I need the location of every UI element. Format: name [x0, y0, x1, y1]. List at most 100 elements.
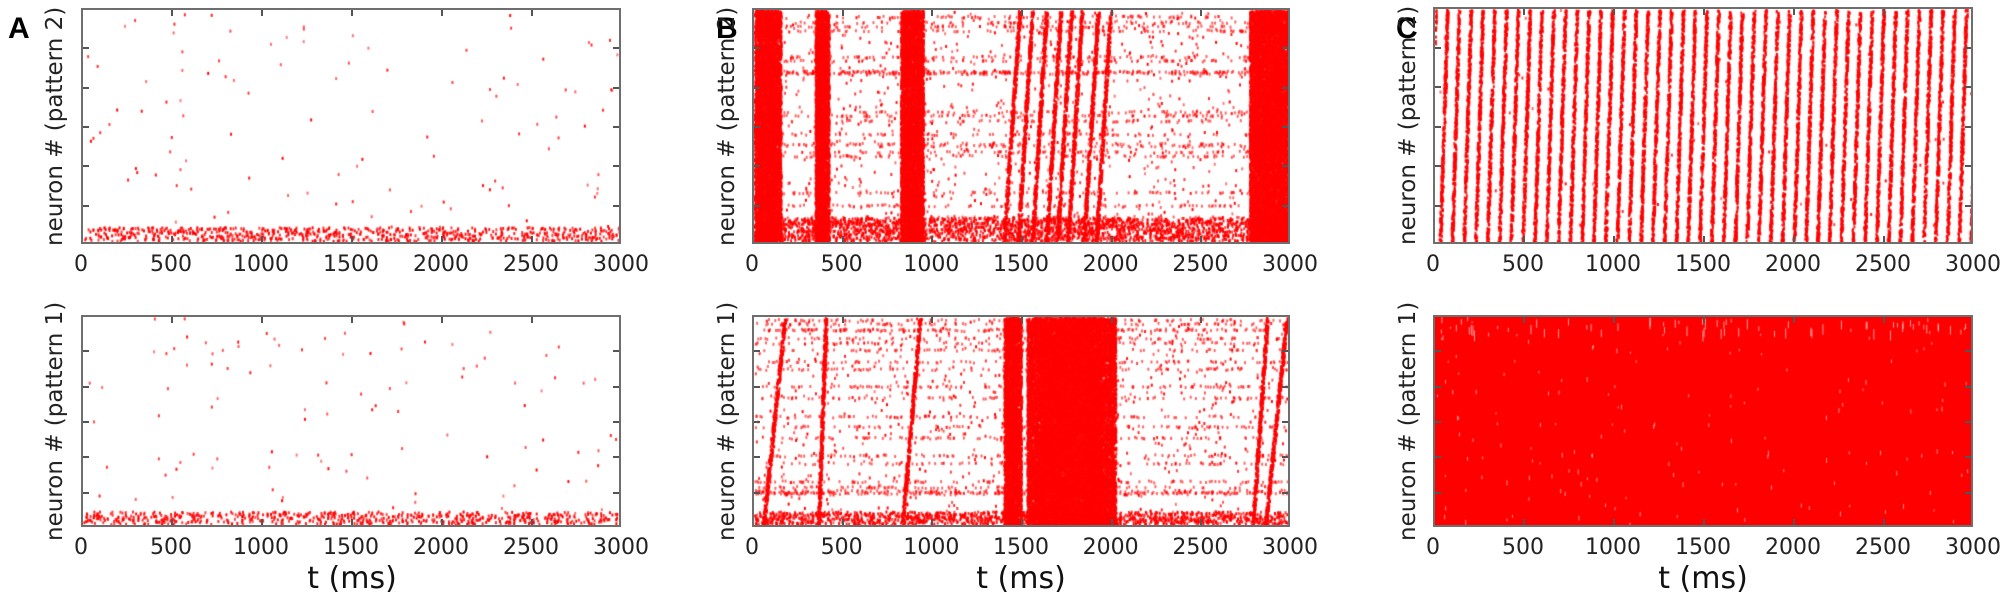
x-tick-mark [351, 236, 353, 242]
x-tick-mark [1703, 236, 1705, 242]
x-tick-mark [1703, 519, 1705, 525]
raster-plot-c-top [1433, 7, 1973, 244]
x-tick-mark [841, 236, 844, 242]
raster-plot-b-bottom [752, 315, 1290, 527]
y-tick-mark [613, 385, 619, 388]
raster-plot-c-bottom [1433, 315, 1973, 527]
y-tick-mark [1965, 421, 1971, 423]
y-axis-label-b-top: neuron # (pattern 2) [714, 6, 740, 246]
x-tick-mark [531, 236, 533, 242]
y-tick-mark [754, 126, 760, 128]
y-tick-mark [1965, 350, 1971, 353]
x-tick-label: 2500 [1855, 535, 1911, 560]
y-tick-mark [1965, 491, 1971, 494]
x-tick-mark [351, 519, 353, 525]
y-tick-mark [1435, 86, 1441, 88]
x-tick-label: 2000 [1082, 252, 1139, 277]
y-axis-label-b-bottom: neuron # (pattern 1) [714, 301, 740, 541]
x-tick-label: 1000 [903, 535, 960, 560]
x-tick-label: 0 [745, 535, 759, 560]
x-tick-label: 0 [74, 535, 88, 560]
x-tick-mark [351, 317, 353, 323]
x-tick-mark [531, 10, 533, 16]
x-tick-mark [1703, 317, 1705, 323]
x-tick-mark [171, 10, 173, 16]
y-tick-mark [754, 47, 760, 50]
x-tick-mark [1613, 9, 1615, 15]
x-tick-mark [1200, 10, 1203, 16]
x-tick-label: 2000 [413, 535, 469, 560]
y-tick-mark [1282, 86, 1288, 89]
y-tick-mark [1282, 47, 1288, 50]
x-tick-mark [841, 519, 844, 525]
x-tick-label: 1500 [323, 252, 379, 277]
y-tick-mark [754, 165, 760, 168]
y-tick-mark [1435, 421, 1441, 423]
x-tick-mark [441, 519, 443, 525]
x-tick-mark [1200, 317, 1203, 323]
x-tick-mark [1613, 236, 1615, 242]
spike-raster-c-bottom [1435, 317, 1971, 525]
x-tick-mark [1523, 519, 1525, 525]
x-tick-mark [931, 10, 934, 16]
x-tick-mark [931, 317, 934, 323]
x-tick-mark [1703, 9, 1705, 15]
x-tick-label: 1500 [1675, 535, 1731, 560]
x-tick-label: 500 [150, 535, 192, 560]
y-tick-mark [613, 491, 619, 494]
x-tick-mark [1883, 236, 1885, 242]
x-tick-mark [261, 10, 263, 16]
x-tick-label: 3000 [593, 252, 649, 277]
y-tick-mark [83, 165, 89, 168]
y-tick-mark [83, 491, 89, 494]
x-tick-mark [841, 10, 844, 16]
x-tick-mark [931, 519, 934, 525]
y-tick-mark [613, 204, 619, 207]
x-tick-label: 3000 [1945, 252, 2001, 277]
x-tick-label: 500 [820, 252, 863, 277]
x-tick-mark [261, 519, 263, 525]
y-tick-mark [83, 350, 89, 353]
y-tick-mark [1435, 456, 1441, 459]
x-tick-label: 3000 [1945, 535, 2001, 560]
x-tick-label: 500 [150, 252, 192, 277]
x-tick-mark [1110, 236, 1113, 242]
x-tick-mark [1021, 317, 1023, 323]
y-axis-label-a-bottom: neuron # (pattern 1) [42, 301, 68, 541]
panel-label-b: B [716, 12, 738, 45]
x-tick-mark [1523, 317, 1525, 323]
y-tick-mark [754, 350, 760, 353]
y-tick-mark [83, 126, 89, 128]
raster-plot-b-top [752, 8, 1290, 244]
x-tick-label: 1000 [903, 252, 960, 277]
y-tick-mark [754, 86, 760, 89]
x-tick-label: 1000 [233, 252, 289, 277]
y-tick-mark [613, 86, 619, 89]
x-tick-mark [1883, 9, 1885, 15]
x-tick-mark [1613, 317, 1615, 323]
x-tick-label: 2000 [413, 252, 469, 277]
y-tick-mark [83, 385, 89, 388]
x-tick-label: 0 [74, 252, 88, 277]
y-tick-mark [1435, 385, 1441, 388]
y-tick-mark [754, 456, 760, 459]
panel-label-a: A [8, 12, 30, 45]
y-tick-mark [1282, 126, 1288, 128]
x-tick-label: 2500 [503, 252, 559, 277]
y-tick-mark [1435, 46, 1441, 49]
x-tick-label: 2500 [1172, 252, 1229, 277]
raster-plot-a-bottom [81, 315, 621, 527]
panel-label-c: C [1396, 12, 1418, 45]
y-tick-mark [1965, 204, 1971, 207]
x-tick-mark [1021, 519, 1023, 525]
x-axis-label-c: t (ms) [1658, 561, 1748, 596]
x-tick-label: 500 [1502, 252, 1544, 277]
x-tick-mark [1613, 519, 1615, 525]
x-tick-label: 0 [745, 252, 759, 277]
x-tick-mark [1883, 317, 1885, 323]
y-tick-mark [1435, 350, 1441, 353]
y-axis-label-c-top: neuron # (pattern 2) [1395, 5, 1421, 245]
y-tick-mark [83, 204, 89, 207]
y-tick-mark [613, 47, 619, 50]
x-tick-label: 1000 [1585, 535, 1641, 560]
